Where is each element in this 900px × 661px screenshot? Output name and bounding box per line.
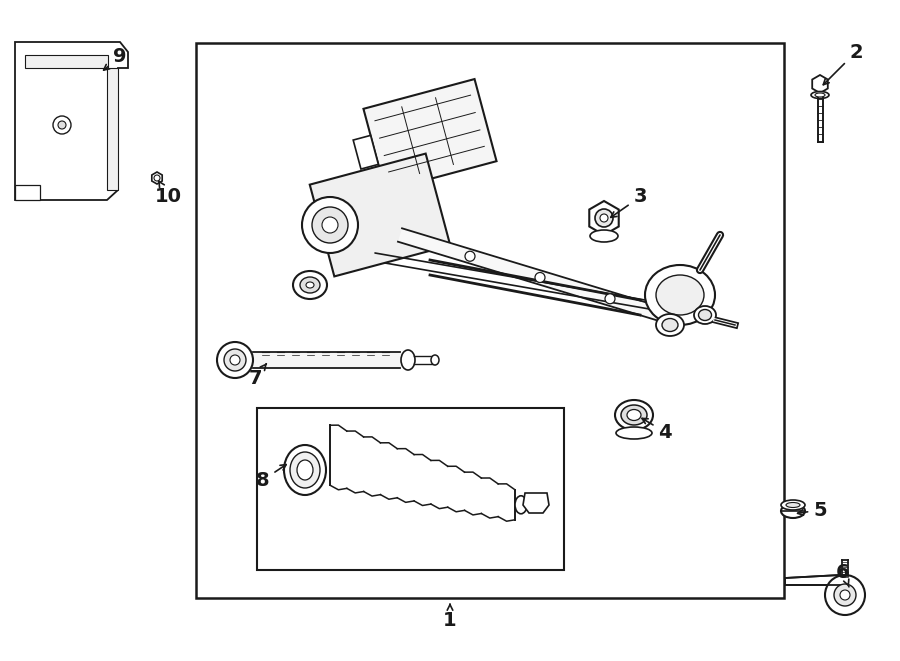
Circle shape (224, 349, 246, 371)
Ellipse shape (662, 319, 678, 332)
Ellipse shape (306, 282, 314, 288)
Text: 8: 8 (256, 465, 286, 490)
Circle shape (312, 207, 348, 243)
Circle shape (600, 214, 608, 222)
Ellipse shape (645, 265, 715, 325)
Polygon shape (15, 185, 40, 200)
Ellipse shape (621, 405, 647, 425)
Circle shape (465, 251, 475, 261)
Circle shape (302, 197, 358, 253)
Polygon shape (398, 228, 682, 327)
Ellipse shape (297, 460, 313, 480)
Circle shape (535, 272, 545, 282)
Ellipse shape (786, 502, 800, 508)
Text: 9: 9 (104, 48, 127, 70)
Polygon shape (812, 75, 828, 93)
Circle shape (834, 584, 856, 606)
Text: 10: 10 (155, 181, 182, 206)
Circle shape (217, 342, 253, 378)
Polygon shape (152, 172, 162, 184)
Polygon shape (25, 55, 118, 190)
Ellipse shape (656, 275, 704, 315)
Polygon shape (523, 493, 549, 513)
Ellipse shape (431, 355, 439, 365)
Bar (257, 408, 564, 570)
Ellipse shape (656, 314, 684, 336)
Ellipse shape (781, 504, 805, 518)
Ellipse shape (627, 410, 641, 420)
Text: 3: 3 (611, 188, 647, 217)
Ellipse shape (293, 271, 327, 299)
Polygon shape (15, 42, 128, 200)
Circle shape (825, 575, 865, 615)
Text: 5: 5 (797, 500, 827, 520)
Polygon shape (364, 79, 497, 191)
Circle shape (154, 175, 160, 181)
Ellipse shape (781, 500, 805, 510)
Circle shape (230, 355, 240, 365)
Ellipse shape (815, 93, 825, 97)
Ellipse shape (616, 427, 652, 439)
Polygon shape (785, 575, 840, 585)
Polygon shape (353, 136, 378, 169)
Circle shape (595, 209, 613, 227)
Text: 2: 2 (824, 42, 863, 85)
Ellipse shape (615, 400, 653, 430)
Bar (196, 43, 784, 598)
Ellipse shape (698, 309, 712, 321)
Polygon shape (310, 153, 450, 276)
Circle shape (840, 590, 850, 600)
Ellipse shape (590, 230, 618, 242)
Ellipse shape (300, 277, 320, 293)
Ellipse shape (811, 91, 829, 98)
Ellipse shape (290, 452, 320, 488)
Text: 7: 7 (248, 364, 266, 387)
Text: 1: 1 (443, 604, 457, 629)
Ellipse shape (401, 350, 415, 370)
Text: 6: 6 (836, 563, 850, 587)
Circle shape (58, 121, 66, 129)
Ellipse shape (694, 306, 716, 324)
Ellipse shape (284, 445, 326, 495)
Circle shape (605, 293, 615, 304)
Text: 4: 4 (642, 418, 671, 442)
Ellipse shape (515, 496, 527, 514)
Polygon shape (590, 201, 618, 235)
Circle shape (53, 116, 71, 134)
Circle shape (322, 217, 338, 233)
